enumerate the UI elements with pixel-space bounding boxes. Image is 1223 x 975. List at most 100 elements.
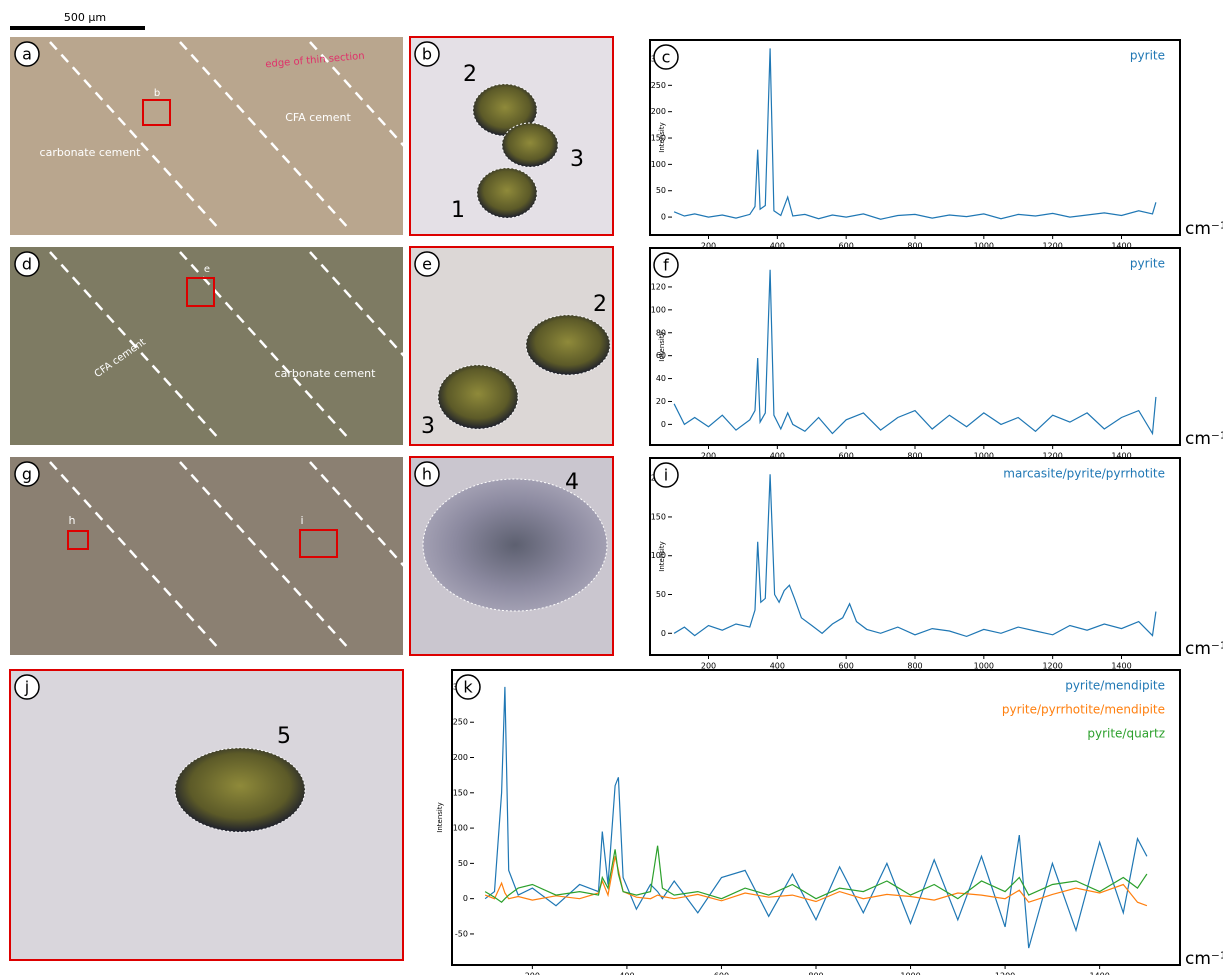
grain — [502, 123, 558, 167]
y-tick-label: 0 — [463, 894, 468, 903]
x-tick-label: 800 — [907, 242, 922, 251]
x-tick-label: 1000 — [974, 452, 994, 461]
x-axis-label: cm⁻¹ — [1185, 949, 1223, 969]
panel-label: k — [463, 678, 473, 697]
image-annotation: i — [300, 514, 303, 527]
y-tick-label: 100 — [651, 305, 666, 314]
panel-label: h — [422, 465, 432, 484]
x-tick-label: 200 — [701, 452, 716, 461]
y-tick-label: 250 — [453, 718, 468, 727]
image-annotation: 2 — [463, 62, 477, 87]
micrograph — [10, 457, 403, 655]
y-tick-label: 120 — [651, 282, 666, 291]
spectrum-line — [485, 687, 1147, 948]
y-tick-label: 150 — [453, 788, 468, 797]
y-tick-label: 200 — [651, 107, 666, 116]
y-tick-label: 0 — [661, 629, 666, 638]
image-annotation: carbonate cement — [275, 367, 377, 380]
image-annotation: b — [154, 88, 160, 99]
x-tick-label: 1400 — [1089, 972, 1109, 975]
grain — [526, 315, 610, 375]
legend-entry: marcasite/pyrite/pyrrhotite — [1003, 467, 1165, 481]
image-annotation: carbonate cement — [40, 146, 142, 159]
x-tick-label: 400 — [770, 452, 785, 461]
scale-bar — [10, 26, 145, 30]
x-axis-label: cm⁻¹ — [1185, 429, 1223, 449]
plot-frame — [650, 248, 1180, 445]
image-annotation: CFA cement — [285, 111, 351, 124]
y-tick-label: 50 — [656, 186, 666, 195]
x-axis-label: cm⁻¹ — [1185, 219, 1223, 239]
y-axis-label: Intensity — [658, 331, 666, 361]
y-axis-label: Intensity — [436, 802, 444, 832]
image-annotation: 3 — [421, 414, 435, 439]
image-annotation: 5 — [277, 724, 291, 749]
spectrum-line — [674, 48, 1156, 219]
image-annotation: 1 — [451, 198, 465, 223]
x-tick-label: 1200 — [1042, 242, 1062, 251]
y-tick-label: 0 — [661, 420, 666, 429]
image-annotation: 3 — [570, 147, 584, 172]
image-annotation: h — [69, 514, 76, 527]
x-tick-label: 600 — [839, 452, 854, 461]
x-tick-label: 400 — [770, 242, 785, 251]
panel-label: d — [22, 255, 32, 274]
x-tick-label: 800 — [907, 452, 922, 461]
micrograph — [10, 247, 403, 445]
legend-entry: pyrite/pyrrhotite/mendipite — [1002, 703, 1165, 717]
spectrum-line — [485, 846, 1147, 903]
x-tick-label: 1200 — [995, 972, 1015, 975]
x-tick-label: 1400 — [1111, 242, 1131, 251]
x-tick-label: 1000 — [900, 972, 920, 975]
panel-label: b — [422, 45, 432, 64]
figure: 500 µm abedge of thin sectionCFA cementc… — [0, 0, 1223, 975]
image-annotation: 2 — [593, 292, 607, 317]
legend-entry: pyrite/mendipite — [1065, 679, 1165, 693]
panel-label: f — [663, 256, 669, 275]
legend-entry: pyrite/quartz — [1087, 727, 1165, 741]
x-axis-label: cm⁻¹ — [1185, 639, 1223, 659]
y-tick-label: 250 — [651, 81, 666, 90]
image-annotation: 4 — [565, 470, 579, 495]
y-tick-label: -50 — [455, 929, 468, 938]
grain — [477, 168, 537, 218]
y-tick-label: 200 — [453, 753, 468, 762]
panel-label: g — [22, 465, 32, 484]
y-axis-label: Intensity — [658, 122, 666, 152]
x-tick-label: 1200 — [1042, 452, 1062, 461]
x-tick-label: 600 — [714, 972, 729, 975]
y-tick-label: 20 — [656, 397, 666, 406]
panel-label: i — [664, 466, 668, 485]
x-tick-label: 400 — [619, 972, 634, 975]
y-tick-label: 50 — [656, 590, 666, 599]
y-tick-label: 50 — [458, 859, 468, 868]
y-tick-label: 0 — [661, 213, 666, 222]
scale-bar-label: 500 µm — [64, 11, 106, 24]
grain — [175, 748, 305, 832]
x-tick-label: 800 — [808, 972, 823, 975]
spectrum-line — [674, 270, 1156, 434]
y-tick-label: 100 — [453, 824, 468, 833]
x-tick-label: 200 — [701, 242, 716, 251]
y-tick-label: 150 — [651, 512, 666, 521]
panel-label: c — [662, 48, 671, 67]
x-tick-label: 1400 — [1111, 452, 1131, 461]
panel-label: a — [22, 45, 32, 64]
y-axis-label: Intensity — [658, 541, 666, 571]
x-tick-label: 1000 — [974, 242, 994, 251]
legend-entry: pyrite — [1130, 49, 1165, 63]
plot-frame — [650, 40, 1180, 235]
micrograph — [10, 37, 403, 235]
grain — [423, 479, 607, 611]
panel-label: j — [24, 678, 29, 697]
legend-entry: pyrite — [1130, 257, 1165, 271]
x-tick-label: 200 — [525, 972, 540, 975]
spectrum-line — [674, 474, 1156, 636]
image-annotation: e — [204, 264, 210, 275]
x-tick-label: 600 — [839, 242, 854, 251]
grain — [438, 365, 518, 429]
panel-label: e — [422, 255, 432, 274]
y-tick-label: 40 — [656, 374, 666, 383]
y-tick-label: 100 — [651, 160, 666, 169]
